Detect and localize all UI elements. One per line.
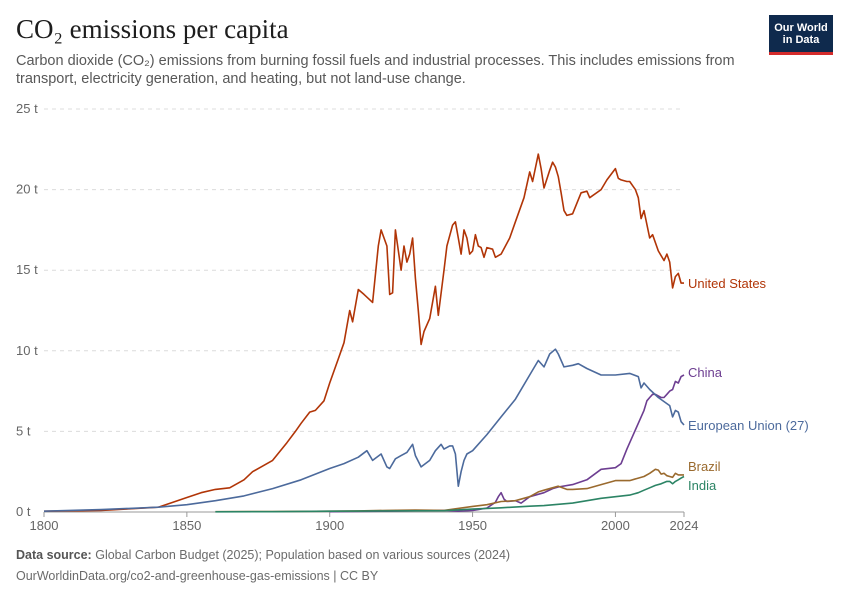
series-line-india [215,475,685,513]
x-tick-label: 2000 [601,518,630,533]
chart-title: CO₂ emissions per capita [16,14,289,44]
series-label-china: China [688,365,723,380]
series-label-brazil: Brazil [688,459,721,474]
license-text: | CC BY [333,569,379,583]
owid-logo[interactable]: Our World in Data [769,15,833,55]
x-tick-label: 2024 [670,518,699,533]
y-tick-label: 5 t [16,423,31,438]
series-line-european-union-27 [43,348,685,512]
y-tick-label: 0 t [16,504,31,519]
source-label: Data source: [16,548,92,562]
series-line-china [329,374,685,513]
logo-line-1: Our World [774,21,828,34]
x-tick-label: 1900 [315,518,344,533]
logo-line-2: in Data [782,33,820,46]
y-tick-label: 25 t [16,101,38,116]
series-label-india: India [688,478,717,493]
source-url-link[interactable]: OurWorldinData.org/co2-and-greenhouse-ga… [16,569,330,583]
series-label-european-union-27: European Union (27) [688,418,809,433]
source-text: Global Carbon Budget (2025); Population … [95,548,511,562]
data-source: Data source: Global Carbon Budget (2025)… [16,548,510,562]
y-tick-label: 20 t [16,182,38,197]
series-label-united-states: United States [688,276,767,291]
x-tick-label: 1850 [172,518,201,533]
y-tick-label: 15 t [16,262,38,277]
series-line-brazil [215,468,684,513]
footer-link-line: OurWorldinData.org/co2-and-greenhouse-ga… [16,569,378,583]
x-tick-label: 1950 [458,518,487,533]
y-tick-label: 10 t [16,343,38,358]
x-tick-label: 1800 [30,518,59,533]
chart-subtitle: Carbon dioxide (CO₂) emissions from burn… [16,53,735,87]
series-line-united-states [43,153,684,512]
